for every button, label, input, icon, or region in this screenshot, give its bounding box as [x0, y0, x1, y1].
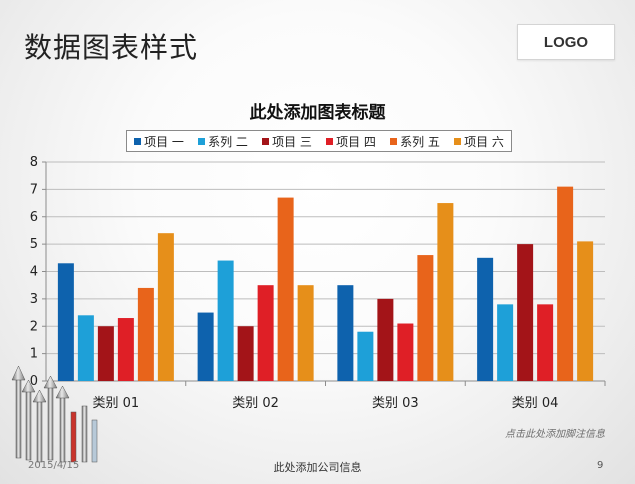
legend-label: 项目 一: [144, 134, 184, 149]
company-info: 此处添加公司信息: [273, 461, 362, 474]
bar: [557, 186, 574, 381]
legend-swatch: [326, 137, 334, 145]
logo: LOGO: [517, 24, 615, 60]
bar: [437, 203, 454, 381]
x-tick-label: 类别 01: [93, 396, 140, 411]
bar: [397, 323, 414, 381]
bar: [497, 304, 514, 381]
bar: [297, 285, 314, 381]
bar: [577, 241, 594, 381]
legend-label: 项目 四: [336, 134, 376, 149]
bar: [77, 315, 94, 381]
legend-swatch: [390, 137, 398, 145]
y-tick-label: 8: [30, 155, 38, 170]
y-tick-label: 5: [30, 237, 38, 252]
legend-swatch: [262, 137, 270, 145]
legend-label: 项目 六: [464, 134, 504, 149]
legend-label: 系列 二: [208, 134, 248, 149]
y-tick-label: 4: [30, 265, 38, 280]
page-number: 9: [597, 460, 604, 471]
bar: [257, 285, 274, 381]
arrows-decoration-image: [11, 365, 98, 463]
chart-title: 此处添加图表标题: [249, 103, 386, 123]
slide-title: 数据图表样式: [24, 31, 199, 64]
y-tick-label: 7: [30, 182, 38, 197]
x-tick-label: 类别 04: [512, 396, 559, 411]
x-tick-label: 类别 03: [372, 396, 419, 411]
bar: [477, 257, 494, 381]
bar: [417, 255, 434, 381]
legend-item: 项目 一: [134, 133, 184, 150]
legend-item: 项目 三: [262, 133, 312, 150]
legend-item: 系列 五: [390, 133, 440, 150]
date-text: 2015/4/15: [28, 460, 80, 471]
y-tick-label: 1: [30, 347, 38, 362]
bar: [537, 304, 554, 381]
footnote: 点击此处添加脚注信息: [505, 429, 605, 440]
chart-legend: 项目 一 系列 二 项目 三 项目 四 系列 五 项目 六: [126, 130, 512, 152]
legend-item: 项目 六: [454, 133, 504, 150]
y-tick-label: 0: [30, 374, 38, 389]
x-tick-label: 类别 02: [232, 396, 279, 411]
y-tick-label: 3: [30, 292, 38, 307]
legend-item: 项目 四: [326, 133, 376, 150]
bar: [377, 298, 394, 381]
bar: [157, 233, 174, 381]
bar: [197, 312, 214, 381]
bar: [217, 260, 234, 381]
bar: [137, 287, 154, 381]
y-tick-label: 2: [30, 319, 38, 334]
legend-swatch: [198, 137, 206, 145]
legend-swatch: [134, 137, 142, 145]
bar: [277, 197, 294, 381]
bar: [517, 244, 534, 381]
bar: [337, 285, 354, 381]
bar: [237, 326, 254, 381]
legend-label: 系列 五: [400, 134, 440, 149]
y-tick-label: 6: [30, 210, 38, 225]
bar: [117, 318, 134, 381]
legend-swatch: [454, 137, 462, 145]
bar: [357, 331, 374, 381]
legend-label: 项目 三: [272, 134, 312, 149]
bar: [97, 326, 114, 381]
legend-item: 系列 二: [198, 133, 248, 150]
bar: [57, 263, 74, 381]
